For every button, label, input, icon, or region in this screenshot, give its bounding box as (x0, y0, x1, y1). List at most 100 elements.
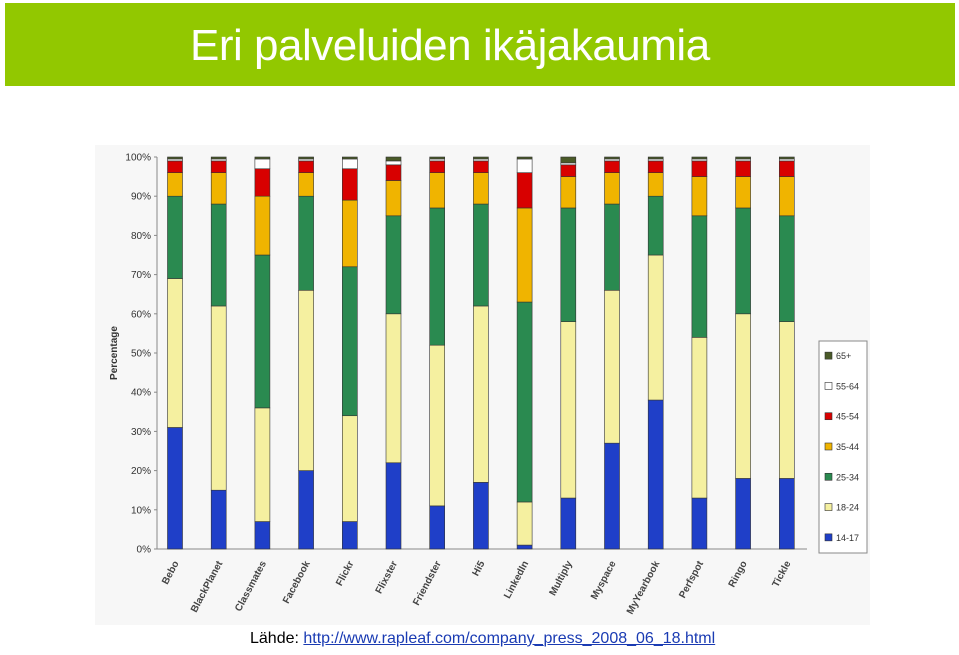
bar-segment (210, 160, 227, 173)
legend-swatch (824, 442, 833, 451)
bar-segment (560, 321, 577, 499)
bar-segment (778, 176, 795, 217)
legend-swatch (824, 503, 833, 511)
y-tick-label: 50% (131, 349, 151, 360)
bar-segment (647, 160, 664, 173)
bar-segment (778, 321, 795, 479)
bar-segment (735, 478, 751, 550)
bar-segment (691, 337, 708, 499)
bar-segment (778, 215, 795, 322)
bar-segment (778, 478, 795, 550)
bar-segment (604, 203, 620, 291)
bar-segment (691, 215, 708, 338)
bar-segment (647, 156, 664, 160)
bar-segment (254, 254, 271, 409)
bar-segment (210, 489, 227, 550)
bar-segment (385, 180, 402, 217)
bar-segment (429, 207, 446, 346)
bar-segment (560, 497, 577, 550)
y-tick-label: 30% (131, 427, 151, 438)
bar-segment (298, 195, 314, 291)
bar-segment (647, 254, 664, 401)
bar-segment (473, 305, 489, 483)
bar-segment (604, 442, 620, 550)
bar-segment (516, 158, 533, 173)
bar-segment (254, 168, 271, 197)
bar-segment (691, 497, 708, 550)
legend-label: 35-44 (836, 442, 859, 452)
bar-segment (735, 160, 751, 177)
bar-segment (342, 415, 358, 522)
bar-segment (691, 176, 708, 217)
legend-swatch (824, 382, 833, 390)
bar-segment (385, 164, 402, 181)
y-tick-label: 70% (131, 270, 151, 281)
bar-segment (516, 207, 533, 303)
source-link[interactable]: http://www.rapleaf.com/company_press_200… (303, 630, 716, 647)
bar-segment (167, 427, 183, 550)
bar-segment (560, 207, 577, 322)
page-title: Eri palveluiden ikäjakaumia (190, 21, 710, 70)
y-tick-label: 60% (131, 309, 151, 320)
bar-segment (298, 470, 314, 550)
y-tick-label: 90% (131, 192, 151, 203)
bar-segment (210, 203, 227, 307)
bar-segment (735, 176, 751, 209)
bar-segment (298, 160, 314, 173)
bar-segment (560, 176, 577, 209)
bar-segment (254, 156, 271, 160)
bar-segment (516, 156, 533, 160)
bar-segment (167, 278, 183, 428)
bar-segment (473, 172, 489, 205)
chart-container: 0% 10% 20% 30% 40% 50% 60% 70% 80% 90% 100% Percent… (95, 145, 870, 625)
bar-segment (167, 156, 183, 160)
y-tick-label: 40% (131, 388, 151, 399)
y-tick-label: 10% (131, 505, 151, 516)
stacked-bar-chart: 0% 10% 20% 30% 40% 50% 60% 70% 80% 90% 100% Percent… (95, 145, 870, 625)
bar-segment (560, 156, 577, 164)
bar-segment (342, 158, 358, 170)
bar-segment (210, 172, 227, 205)
bar-segment (473, 160, 489, 173)
bar-segment (560, 164, 577, 177)
bar-segment (778, 160, 795, 177)
bar-segment (647, 195, 664, 256)
legend-swatch (824, 533, 833, 542)
bar-segment (473, 482, 489, 550)
bar-segment (604, 289, 620, 444)
bar-segment (385, 156, 402, 162)
bar-segment (429, 172, 446, 209)
bar-segment (342, 266, 358, 417)
y-tick-label: 80% (131, 231, 151, 242)
bar-segment (735, 313, 751, 479)
legend-swatch (824, 472, 833, 481)
legend-swatch (824, 412, 833, 421)
bar-segment (516, 501, 533, 546)
bar-segment (604, 156, 620, 160)
bar-segment (385, 462, 402, 550)
bar-segment (210, 305, 227, 491)
bar-segment (778, 156, 795, 160)
y-axis-label: Percentage (109, 326, 120, 380)
bar-segment (342, 168, 358, 201)
bar-segment (167, 172, 183, 197)
bar-segment (735, 207, 751, 315)
bar-segment (516, 544, 533, 550)
legend-label: 25-34 (836, 472, 859, 482)
bar-segment (429, 160, 446, 173)
bar-segment (254, 521, 271, 550)
bar-segment (735, 156, 751, 160)
bar-segment (385, 160, 402, 166)
bar-segment (385, 313, 402, 464)
bar-segment (254, 195, 271, 256)
bar-segment (298, 156, 314, 160)
bar-segment (167, 160, 183, 173)
bar-segment (298, 289, 314, 471)
bar-segment (342, 156, 358, 160)
bar-segment (429, 344, 446, 507)
source-line: Lähde: http://www.rapleaf.com/company_pr… (250, 630, 715, 648)
legend-label: 65+ (836, 351, 851, 361)
bar-segment (516, 172, 533, 209)
legend-label: 55-64 (836, 381, 859, 391)
bar-segment (429, 505, 446, 550)
